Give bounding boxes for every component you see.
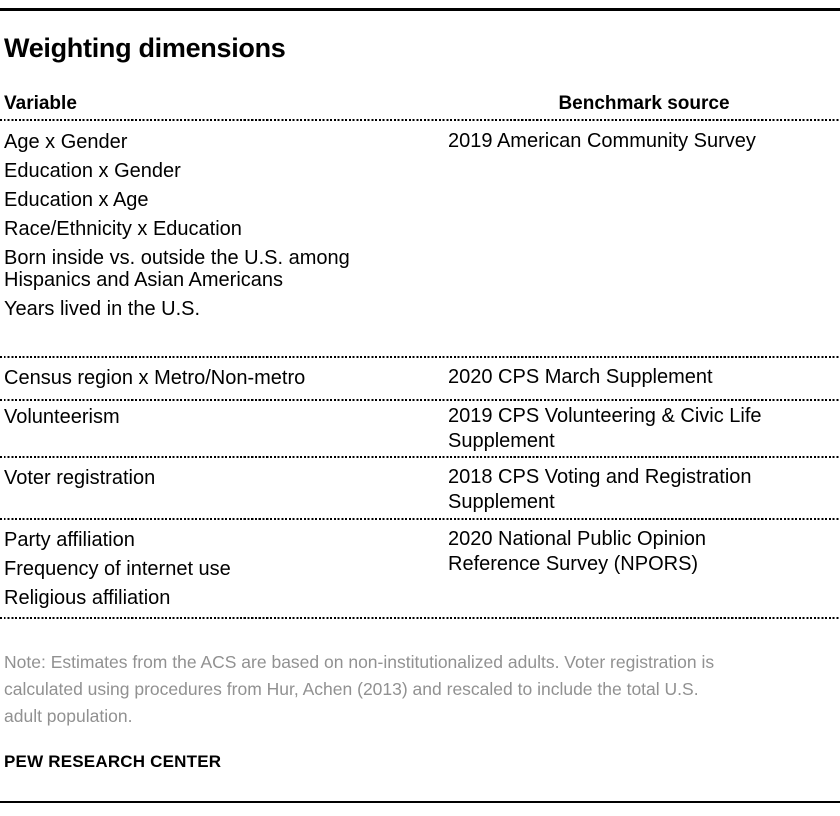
variable-label: Census region x Metro/Non-metro [4,367,306,389]
variable-cell: Census region x Metro/Non-metro [0,367,448,389]
variable-cell: Party affiliation Frequency of internet … [0,529,448,609]
variable-label: Frequency of internet use [4,558,231,580]
benchmark-source-label: 2018 CPS Voting and Registration Supplem… [448,466,752,513]
variable-label: Age x Gender [4,131,128,153]
benchmark-source-label: 2019 American Community Survey [448,130,756,152]
variable-label: Religious affiliation [4,587,171,609]
column-header-benchmark-source: Benchmark source [558,93,730,114]
row-divider [0,617,840,619]
variable-label: Race/Ethnicity x Education [4,218,242,240]
variable-label: Volunteerism [4,406,120,428]
table-row: Age x Gender Education x Gender Educatio… [0,121,840,356]
figure: Weighting dimensions Variable Benchmark … [0,8,840,803]
variable-label: Voter registration [4,467,156,489]
benchmark-source-label: 2019 CPS Volunteering & Civic Life Suppl… [448,405,762,452]
benchmark-cell: 2019 American Community Survey [448,130,840,154]
table-row: Voter registration 2018 CPS Voting and R… [0,458,840,518]
table-row: Volunteerism 2019 CPS Volunteering & Civ… [0,401,840,456]
benchmark-cell: 2020 National Public Opinion Reference S… [448,528,840,577]
row-divider [0,119,840,121]
table-row: Census region x Metro/Non-metro 2020 CPS… [0,358,840,399]
row-divider [0,356,840,358]
row-divider [0,399,840,401]
bottom-rule [0,801,840,803]
row-divider [0,456,840,458]
variable-label: Party affiliation [4,529,135,551]
weighting-table: Variable Benchmark source Age x Gender E… [0,93,840,619]
variable-cell: Volunteerism [0,406,448,428]
variable-label: Born inside vs. outside the U.S. among H… [4,247,350,291]
variable-label: Education x Gender [4,160,181,182]
row-divider [0,518,840,520]
variable-label: Education x Age [4,189,149,211]
variable-cell: Voter registration [0,467,448,489]
source-attribution: PEW RESEARCH CENTER [4,752,222,771]
benchmark-source-label: 2020 CPS March Supplement [448,366,713,388]
top-rule [0,8,840,11]
benchmark-source-label: 2020 National Public Opinion Reference S… [448,528,706,575]
column-header-variable: Variable [4,93,77,114]
variable-label: Years lived in the U.S. [4,298,201,320]
benchmark-cell: 2018 CPS Voting and Registration Supplem… [448,466,840,515]
page-title: Weighting dimensions [4,33,286,63]
benchmark-cell: 2020 CPS March Supplement [448,366,840,390]
table-header-row: Variable Benchmark source [0,93,840,119]
table-row: Party affiliation Frequency of internet … [0,520,840,617]
footnote: Note: Estimates from the ACS are based o… [4,652,715,726]
benchmark-cell: 2019 CPS Volunteering & Civic Life Suppl… [448,405,840,454]
variable-cell: Age x Gender Education x Gender Educatio… [0,131,448,320]
